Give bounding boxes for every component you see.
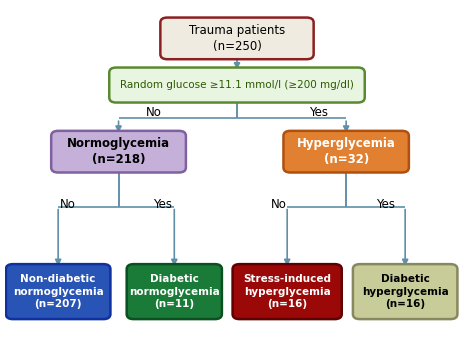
Text: Stress-induced
hyperglycemia
(n=16): Stress-induced hyperglycemia (n=16) (243, 274, 331, 309)
Text: No: No (146, 106, 161, 119)
Text: No: No (60, 199, 75, 211)
Text: No: No (271, 199, 287, 211)
FancyBboxPatch shape (353, 264, 457, 319)
Text: Random glucose ≥11.1 mmol/l (≥200 mg/dl): Random glucose ≥11.1 mmol/l (≥200 mg/dl) (120, 80, 354, 90)
FancyBboxPatch shape (51, 131, 186, 172)
Text: Trauma patients
(n=250): Trauma patients (n=250) (189, 24, 285, 53)
Text: Yes: Yes (309, 106, 328, 119)
Text: Hyperglycemia
(n=32): Hyperglycemia (n=32) (297, 137, 396, 166)
Text: Non-diabetic
normoglycemia
(n=207): Non-diabetic normoglycemia (n=207) (13, 274, 103, 309)
Text: Diabetic
normoglycemia
(n=11): Diabetic normoglycemia (n=11) (129, 274, 219, 309)
FancyBboxPatch shape (160, 18, 314, 59)
Text: Normoglycemia
(n=218): Normoglycemia (n=218) (67, 137, 170, 166)
Text: Diabetic
hyperglycemia
(n=16): Diabetic hyperglycemia (n=16) (362, 274, 448, 309)
FancyBboxPatch shape (127, 264, 222, 319)
FancyBboxPatch shape (233, 264, 342, 319)
FancyBboxPatch shape (283, 131, 409, 172)
Text: Yes: Yes (376, 199, 395, 211)
FancyBboxPatch shape (109, 68, 365, 103)
Text: Yes: Yes (153, 199, 172, 211)
FancyBboxPatch shape (6, 264, 110, 319)
